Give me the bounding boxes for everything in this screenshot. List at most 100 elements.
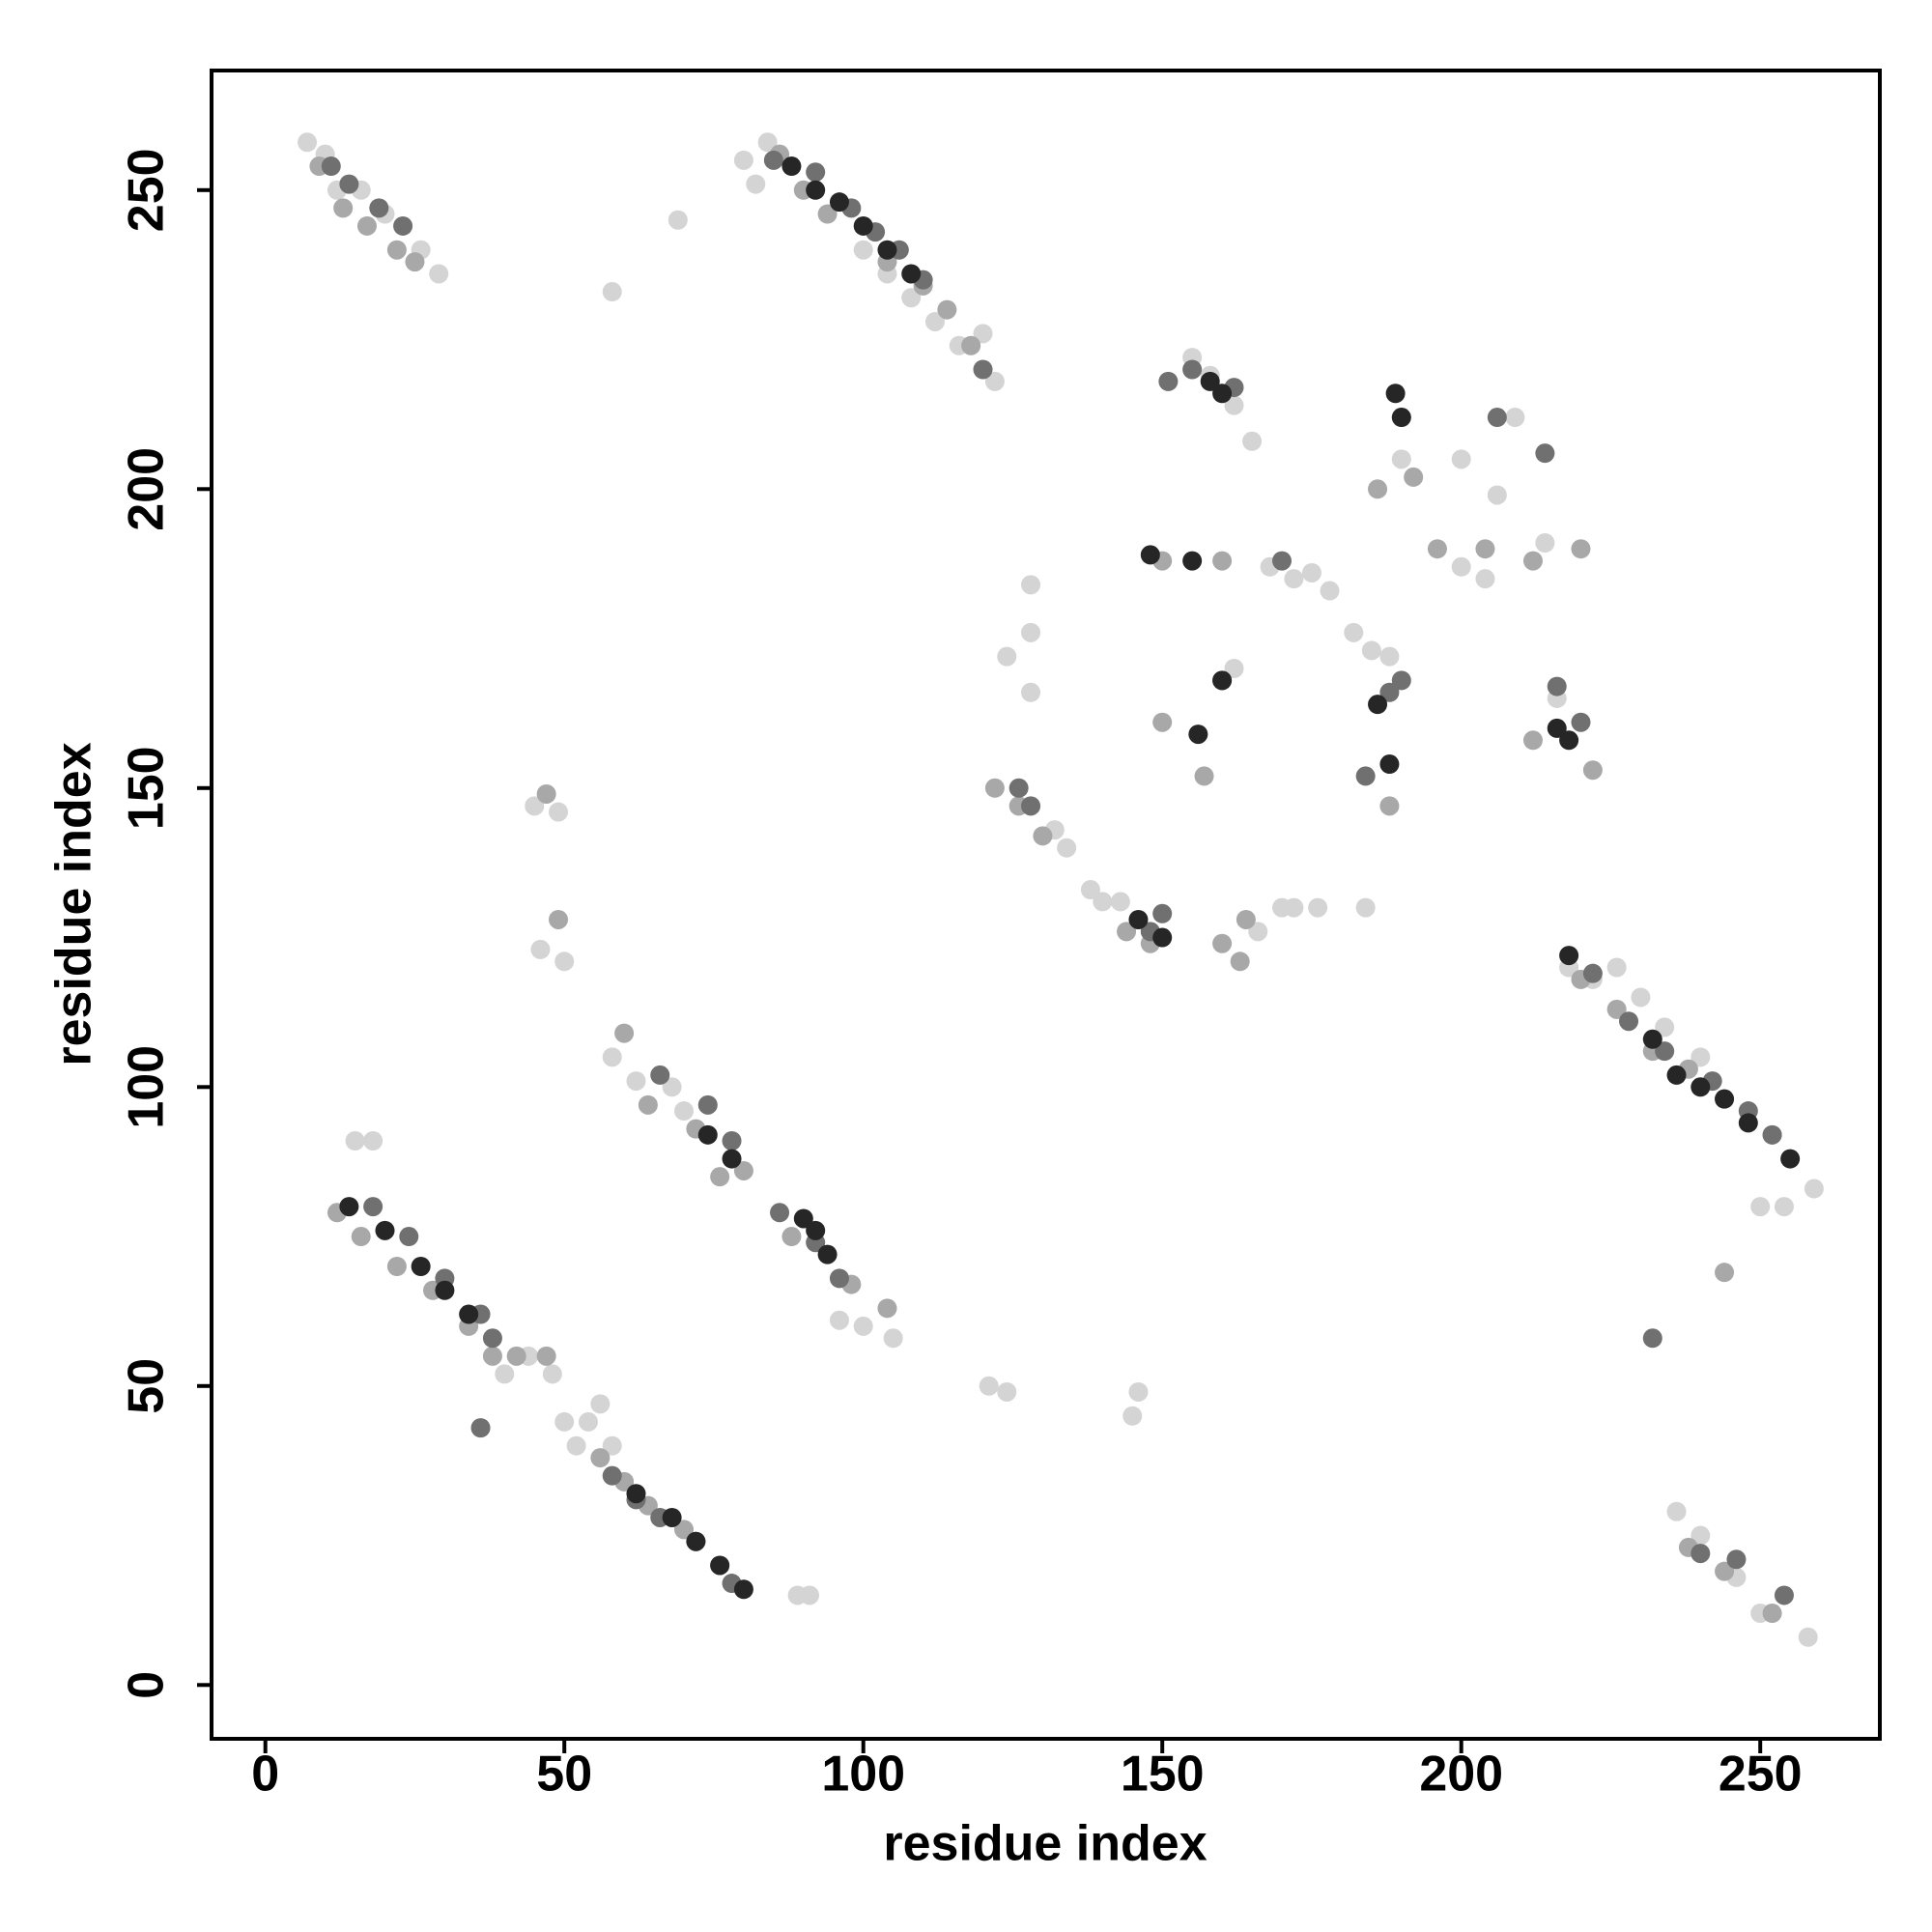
point bbox=[1379, 682, 1400, 702]
point bbox=[722, 1131, 742, 1151]
point bbox=[1582, 963, 1603, 983]
point bbox=[937, 299, 957, 320]
point bbox=[626, 1071, 646, 1092]
point bbox=[733, 1579, 753, 1600]
x-tick-label: 0 bbox=[251, 1747, 279, 1803]
point bbox=[1301, 562, 1321, 582]
point bbox=[1248, 922, 1268, 942]
point bbox=[1230, 952, 1250, 972]
point bbox=[1631, 987, 1651, 1008]
point bbox=[614, 1023, 635, 1043]
point bbox=[674, 1101, 695, 1122]
point bbox=[298, 132, 318, 153]
point bbox=[1774, 1197, 1794, 1217]
point bbox=[578, 1411, 598, 1432]
point bbox=[1606, 999, 1627, 1019]
point bbox=[369, 198, 389, 218]
point bbox=[1655, 1041, 1675, 1062]
point bbox=[1391, 670, 1411, 691]
point bbox=[1774, 1585, 1794, 1605]
point bbox=[1224, 395, 1244, 415]
point bbox=[363, 1197, 384, 1217]
point bbox=[590, 1448, 611, 1468]
point bbox=[1361, 640, 1381, 661]
point bbox=[984, 371, 1005, 391]
point bbox=[650, 1065, 670, 1085]
point bbox=[626, 1484, 646, 1504]
point bbox=[674, 1520, 695, 1540]
point bbox=[1122, 1406, 1143, 1426]
point bbox=[495, 1364, 515, 1384]
point bbox=[1726, 1549, 1747, 1570]
point bbox=[1571, 712, 1591, 732]
point bbox=[566, 1435, 586, 1456]
point bbox=[1128, 1381, 1149, 1402]
point bbox=[1475, 569, 1495, 589]
point bbox=[662, 1507, 682, 1527]
x-tick-label: 250 bbox=[1719, 1747, 1803, 1803]
point bbox=[638, 1094, 658, 1115]
point bbox=[1194, 766, 1214, 786]
point bbox=[1391, 408, 1411, 428]
point bbox=[530, 939, 551, 959]
point bbox=[973, 359, 993, 380]
point bbox=[411, 1256, 431, 1276]
point bbox=[1715, 1089, 1735, 1109]
point bbox=[1505, 408, 1525, 428]
point bbox=[1475, 539, 1495, 559]
point bbox=[1487, 408, 1507, 428]
point bbox=[536, 1346, 556, 1366]
point bbox=[1368, 695, 1388, 715]
point bbox=[1715, 1263, 1735, 1283]
point bbox=[554, 1411, 575, 1432]
point bbox=[321, 156, 341, 177]
point bbox=[806, 1220, 826, 1240]
x-axis-title: residue index bbox=[883, 1816, 1207, 1872]
point bbox=[799, 1585, 819, 1605]
point bbox=[1762, 1124, 1782, 1145]
point bbox=[554, 952, 575, 972]
point bbox=[997, 1381, 1017, 1402]
point bbox=[1236, 909, 1256, 929]
plot-frame bbox=[210, 69, 1882, 1741]
point bbox=[1021, 575, 1041, 595]
point bbox=[1212, 670, 1233, 691]
point bbox=[1559, 730, 1579, 751]
point bbox=[781, 1227, 802, 1247]
point bbox=[1559, 946, 1579, 966]
point bbox=[602, 282, 622, 302]
point bbox=[746, 174, 766, 194]
point bbox=[1093, 892, 1113, 912]
point bbox=[405, 252, 425, 272]
point bbox=[363, 1131, 384, 1151]
point bbox=[829, 1310, 849, 1330]
point bbox=[1547, 676, 1567, 696]
point bbox=[1750, 1197, 1771, 1217]
point bbox=[770, 1203, 790, 1223]
point bbox=[1200, 371, 1220, 391]
point bbox=[1379, 796, 1400, 816]
point bbox=[757, 132, 778, 153]
y-tick-label: 200 bbox=[119, 447, 175, 531]
point bbox=[1188, 724, 1208, 745]
point bbox=[1284, 897, 1304, 918]
point bbox=[542, 1364, 562, 1384]
point bbox=[733, 150, 753, 170]
point bbox=[901, 264, 922, 284]
point bbox=[1690, 1544, 1711, 1564]
y-axis-title: residue index bbox=[46, 742, 102, 1065]
point bbox=[345, 1131, 365, 1151]
point bbox=[883, 1328, 903, 1349]
point bbox=[1021, 622, 1041, 642]
point bbox=[1021, 682, 1041, 702]
point bbox=[1224, 658, 1244, 678]
point bbox=[1033, 826, 1053, 846]
point bbox=[781, 156, 802, 177]
point bbox=[1117, 922, 1137, 942]
point bbox=[386, 1256, 407, 1276]
point bbox=[1284, 569, 1304, 589]
point bbox=[1535, 533, 1555, 554]
point bbox=[351, 1227, 371, 1247]
point bbox=[1152, 712, 1173, 732]
point bbox=[1571, 539, 1591, 559]
